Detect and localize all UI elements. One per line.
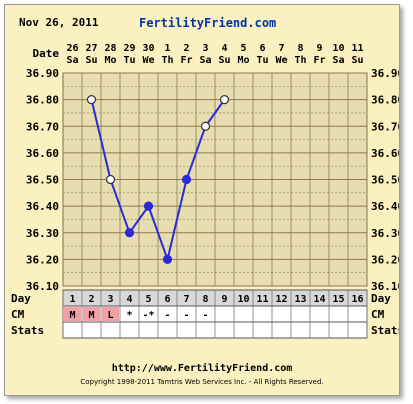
date-weekday: Tu	[256, 55, 268, 66]
y-tick-label-right: 36.40	[371, 200, 399, 213]
cm-value: -	[202, 310, 208, 321]
date-number: 9	[316, 43, 322, 54]
date-number: 27	[85, 43, 97, 54]
cm-row-label: CM	[11, 308, 25, 321]
y-tick-label: 36.90	[26, 67, 59, 80]
day-number: 3	[107, 294, 113, 305]
stats-row-label: Stats	[11, 324, 44, 337]
footer-url[interactable]: http://www.FertilityFriend.com	[111, 363, 293, 374]
y-tick-label: 36.50	[26, 174, 59, 187]
y-tick-label-right: 36.80	[371, 94, 399, 107]
chart-card: Nov 26, 2011 FertilityFriend.com 36.90 36…	[4, 4, 400, 396]
date-number: 29	[123, 43, 135, 54]
date-weekday: Th	[294, 55, 306, 66]
day-number: 10	[237, 294, 249, 305]
day-number: 9	[221, 294, 227, 305]
date-weekday: Sa	[66, 55, 78, 66]
date-weekday: Mo	[104, 55, 116, 66]
date-weekday: Tu	[123, 55, 135, 66]
date-number: 11	[351, 43, 363, 54]
menses-cell	[102, 307, 119, 321]
day-number: 8	[202, 294, 208, 305]
menses-cell	[64, 307, 81, 321]
y-tick-label: 36.40	[26, 200, 59, 213]
temperature-point	[162, 254, 173, 264]
date-weekday: We	[142, 55, 154, 66]
date-number: 8	[297, 43, 303, 54]
day-number: 13	[294, 294, 306, 305]
day-number: 6	[164, 294, 170, 305]
temperature-point	[124, 228, 135, 238]
day-number: 14	[313, 294, 325, 305]
y-tick-label-right: 36.30	[371, 227, 399, 240]
date-weekday: Su	[218, 55, 230, 66]
cm-value: L	[107, 310, 113, 321]
y-tick-label: 36.20	[26, 253, 59, 266]
date-weekday: We	[275, 55, 287, 66]
date-number: 10	[332, 43, 344, 54]
date-weekday: Mo	[237, 55, 249, 66]
day-number: 7	[183, 294, 189, 305]
day-number: 16	[351, 294, 363, 305]
cm-value: M	[69, 310, 75, 321]
day-number: 12	[275, 294, 287, 305]
date-weekday: Fr	[313, 55, 325, 66]
menses-cell	[83, 307, 100, 321]
date-number: 2	[183, 43, 189, 54]
date-number: 5	[240, 43, 246, 54]
day-number: 15	[332, 294, 344, 305]
day-number: 11	[256, 294, 268, 305]
day-row-label: Day	[11, 292, 31, 305]
y-tick-label: 36.10	[26, 280, 59, 293]
date-weekday: Su	[351, 55, 363, 66]
cm-value: -	[183, 310, 189, 321]
y-tick-label: 36.30	[26, 227, 59, 240]
day-row-label-right: Day	[371, 292, 391, 305]
temperature-point	[219, 95, 230, 105]
day-number: 4	[126, 294, 132, 305]
date-weekday: Sa	[199, 55, 211, 66]
y-tick-label-right: 36.70	[371, 120, 399, 133]
day-number: 5	[145, 294, 151, 305]
y-tick-label: 36.60	[26, 147, 59, 160]
date-row-label: Date	[33, 47, 60, 60]
cm-value: *	[126, 310, 132, 321]
date-number: 26	[66, 43, 78, 54]
y-tick-label-right: 36.10	[371, 280, 399, 293]
cm-value: M	[88, 310, 94, 321]
site-name[interactable]: FertilityFriend.com	[139, 16, 277, 30]
y-tick-label: 36.80	[26, 94, 59, 107]
date-weekday: Fr	[180, 55, 192, 66]
y-tick-label-right: 36.60	[371, 147, 399, 160]
date-number: 4	[221, 43, 227, 54]
date-number: 30	[142, 43, 154, 54]
date-number: 3	[202, 43, 208, 54]
chart-date: Nov 26, 2011	[19, 16, 99, 29]
y-tick-label: 36.70	[26, 120, 59, 133]
temperature-point	[143, 201, 154, 211]
date-weekday: Su	[85, 55, 97, 66]
temperature-point	[86, 95, 97, 105]
date-weekday: Th	[161, 55, 173, 66]
y-tick-label-right: 36.90	[371, 67, 399, 80]
y-tick-label-right: 36.50	[371, 174, 399, 187]
cm-row-label-right: CM	[371, 308, 385, 321]
date-weekday: Sa	[332, 55, 344, 66]
temperature-line	[90, 99, 226, 263]
cm-value: -	[164, 310, 170, 321]
date-number: 1	[164, 43, 170, 54]
day-number: 1	[69, 294, 75, 305]
temperature-chart: 36.90 36.90 36.80 36.80 36.70 36.70 36.60 36.60…	[11, 43, 399, 339]
day-number: 2	[88, 294, 94, 305]
temperature-point	[200, 121, 211, 131]
date-number: 6	[259, 43, 265, 54]
y-tick-label-right: 36.20	[371, 253, 399, 266]
cm-value: -*	[142, 310, 154, 321]
footer-copyright: Copyright 1998-2011 Tamtris Web Services…	[80, 378, 324, 386]
date-number: 28	[104, 43, 116, 54]
date-number: 7	[278, 43, 284, 54]
temperature-point	[181, 174, 192, 185]
stats-row-label-right: Stats	[371, 324, 399, 337]
temperature-point	[105, 174, 116, 185]
